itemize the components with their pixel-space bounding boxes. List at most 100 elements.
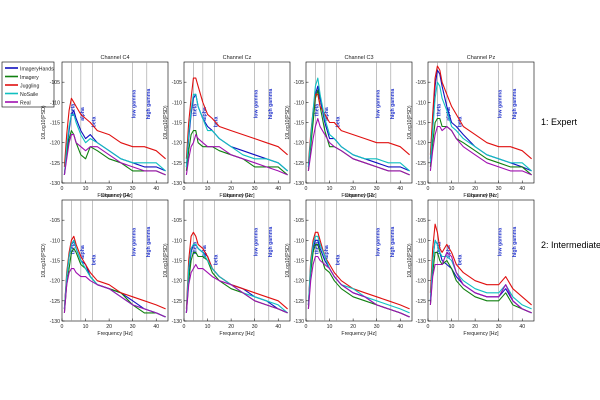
- y-tick-label: -125: [416, 161, 426, 167]
- y-tick-label: -105: [294, 80, 304, 86]
- band-label: low gamma: [132, 90, 138, 118]
- series-line-real: [429, 251, 532, 314]
- y-tick-label: -105: [294, 218, 304, 224]
- panel-r0c1: theta alpha beta low gamma high gamma -105 -11…: [163, 55, 291, 199]
- series-line-imagery: [63, 130, 166, 176]
- band-label: beta: [214, 117, 220, 128]
- y-tick-label: -110: [50, 100, 60, 106]
- panel-r1c0: theta alpha beta low gamma high gamma -105 -11…: [41, 193, 169, 337]
- band-label: theta: [314, 242, 320, 255]
- x-tick-label: 30: [252, 324, 258, 330]
- x-tick-label: 10: [449, 186, 455, 192]
- plot-area: [427, 199, 535, 322]
- series-line-nosaile: [185, 93, 288, 172]
- band-label: high gamma: [512, 89, 518, 120]
- x-tick-label: 30: [496, 324, 502, 330]
- series-line-real: [185, 263, 288, 314]
- y-axis-label: 10Log10(PSD): [41, 243, 47, 278]
- x-axis-label: Frequency [Hz]: [97, 193, 133, 199]
- y-tick-label: -110: [172, 100, 182, 106]
- y-tick-label: -110: [294, 238, 304, 244]
- row-label-expert: 1: Expert: [541, 117, 578, 127]
- series-line-juggling: [307, 231, 410, 310]
- band-label: theta: [436, 104, 442, 117]
- x-tick-label: 30: [130, 186, 136, 192]
- y-axis-label: 10Log10(PSD): [41, 105, 47, 140]
- channel-title: Channel C4: [100, 55, 129, 61]
- x-tick-label: 0: [427, 324, 430, 330]
- y-tick-label: -120: [50, 141, 60, 147]
- band-label: theta: [70, 242, 76, 255]
- band-label: theta: [192, 242, 198, 255]
- x-axis-label: Frequency [Hz]: [463, 331, 499, 337]
- x-tick-label: 20: [350, 186, 356, 192]
- panels: theta alpha beta low gamma high gamma -105 -11…: [41, 55, 535, 337]
- band-label: high gamma: [146, 89, 152, 120]
- series-line-juggling: [429, 223, 532, 306]
- band-label: alpha: [324, 107, 330, 121]
- y-tick-label: -120: [416, 279, 426, 285]
- y-tick-label: -105: [50, 218, 60, 224]
- band-label: low gamma: [254, 228, 260, 256]
- band-label: beta: [458, 255, 464, 266]
- band-label: low gamma: [376, 90, 382, 118]
- x-tick-label: 0: [183, 186, 186, 192]
- channel-title: Channel C3: [344, 193, 373, 199]
- series-line-nosaile: [429, 81, 532, 172]
- y-tick-label: -125: [50, 299, 60, 305]
- band-label: low gamma: [498, 90, 504, 118]
- x-tick-label: 0: [305, 186, 308, 192]
- y-tick-label: -110: [416, 238, 426, 244]
- band-label: high gamma: [268, 89, 274, 120]
- series-line-nosaile: [63, 113, 166, 175]
- y-tick-label: -110: [416, 100, 426, 106]
- x-axis-label: Frequency [Hz]: [219, 331, 255, 337]
- y-tick-label: -130: [172, 319, 182, 325]
- x-tick-label: 10: [205, 324, 211, 330]
- y-tick-label: -110: [294, 100, 304, 106]
- series-line-juggling: [185, 77, 288, 159]
- y-tick-label: -110: [172, 238, 182, 244]
- plot-area: [183, 199, 291, 322]
- plot-area: [61, 199, 169, 322]
- legend-label: Imagery: [20, 75, 39, 81]
- series-line-real: [307, 117, 410, 176]
- band-label: high gamma: [146, 227, 152, 258]
- band-label: alpha: [446, 245, 452, 259]
- x-tick-label: 0: [61, 324, 64, 330]
- legend: ImageryHands Imagery Juggling NoSaile Real: [1, 61, 55, 108]
- series-line-real: [185, 134, 288, 176]
- plot-area: [183, 61, 291, 184]
- x-tick-label: 20: [472, 324, 478, 330]
- band-label: beta: [336, 255, 342, 266]
- y-tick-label: -115: [416, 121, 426, 127]
- x-tick-label: 40: [519, 324, 525, 330]
- x-tick-label: 0: [183, 324, 186, 330]
- legend-label: Juggling: [20, 84, 39, 90]
- y-tick-label: -120: [294, 279, 304, 285]
- row-labels: 1: Expert 2: Intermediate: [541, 117, 600, 250]
- plot-area: [427, 61, 535, 184]
- band-label: beta: [336, 117, 342, 128]
- y-tick-label: -105: [416, 80, 426, 86]
- x-tick-label: 0: [61, 186, 64, 192]
- band-label: theta: [192, 104, 198, 117]
- band-label: beta: [92, 117, 98, 128]
- panel-r1c2: theta alpha beta low gamma high gamma -105 -11…: [285, 193, 413, 337]
- x-axis-label: Frequency [Hz]: [219, 193, 255, 199]
- x-tick-label: 30: [496, 186, 502, 192]
- x-tick-label: 20: [228, 324, 234, 330]
- y-tick-label: -130: [416, 319, 426, 325]
- series-line-imageryhands: [185, 93, 288, 172]
- series-line-real: [429, 125, 532, 176]
- legend-label: NoSaile: [20, 92, 38, 98]
- y-axis-label: 10Log10(PSD): [163, 105, 169, 140]
- x-tick-label: 10: [83, 186, 89, 192]
- y-tick-label: -115: [50, 121, 60, 127]
- x-tick-label: 40: [275, 324, 281, 330]
- y-tick-label: -120: [294, 141, 304, 147]
- y-tick-label: -105: [172, 80, 182, 86]
- x-tick-label: 10: [449, 324, 455, 330]
- y-tick-label: -105: [50, 80, 60, 86]
